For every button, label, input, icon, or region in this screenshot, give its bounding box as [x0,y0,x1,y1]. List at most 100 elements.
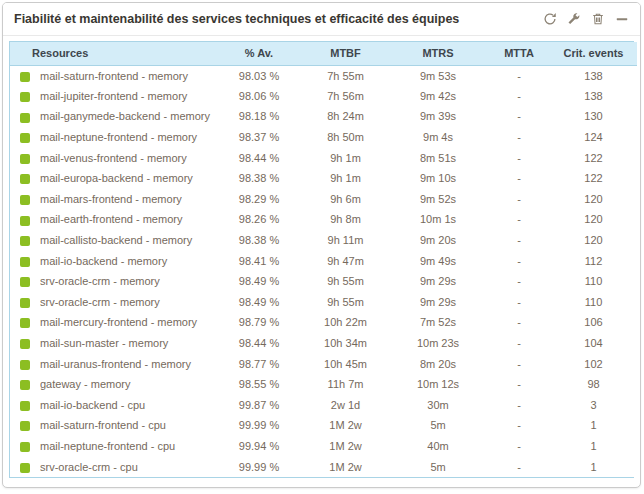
table-row[interactable]: mail-io-backend - memory 98.41 % 9h 47m … [10,250,637,271]
table-row[interactable]: mail-ganymede-backend - memory 98.18 % 8… [10,106,637,127]
column-header-crit-events[interactable]: Crit. events [550,42,637,65]
mtta-value: - [488,395,550,416]
status-cell [10,292,40,313]
table-row[interactable]: mail-mercury-frontend - memory 98.79 % 1… [10,312,637,333]
table-row[interactable]: mail-neptune-frontend - cpu 99.94 % 1M 2… [10,436,637,457]
mtta-value: - [488,230,550,251]
table-row[interactable]: srv-oracle-crm - cpu 99.99 % 1M 2w 5m - … [10,456,637,477]
table-row[interactable]: mail-sun-master - memory 98.44 % 10h 34m… [10,333,637,354]
resource-name[interactable]: mail-venus-frontend - memory [40,147,215,168]
table-row[interactable]: mail-neptune-frontend - memory 98.37 % 8… [10,127,637,148]
status-ok-icon [20,216,30,226]
mtrs-value: 40m [388,436,488,457]
crit-events-value: 3 [550,395,637,416]
status-ok-icon [20,298,30,308]
resource-name[interactable]: mail-saturn-frontend - memory [40,65,215,86]
table-body: mail-saturn-frontend - memory 98.03 % 7h… [10,65,637,477]
mtrs-value: 9m 29s [388,292,488,313]
crit-events-value: 1 [550,415,637,436]
mtbf-value: 7h 55m [303,65,388,86]
status-ok-icon [20,236,30,246]
wrench-icon[interactable] [567,12,581,26]
table-row[interactable]: mail-mars-frontend - memory 98.29 % 9h 6… [10,189,637,210]
crit-events-value: 120 [550,209,637,230]
trash-icon[interactable] [591,12,605,26]
widget-toolbar [543,12,629,26]
resource-name[interactable]: srv-oracle-crm - memory [40,292,215,313]
crit-events-value: 124 [550,127,637,148]
table-row[interactable]: srv-oracle-crm - memory 98.49 % 9h 55m 9… [10,292,637,313]
availability-value: 98.49 % [215,271,303,292]
mtta-value: - [488,333,550,354]
resource-name[interactable]: mail-ganymede-backend - memory [40,106,215,127]
mtbf-value: 9h 11m [303,230,388,251]
table-row[interactable]: mail-europa-backend - memory 98.38 % 9h … [10,168,637,189]
resource-name[interactable]: mail-io-backend - cpu [40,395,215,416]
table-row[interactable]: mail-saturn-frontend - memory 98.03 % 7h… [10,65,637,86]
availability-value: 98.29 % [215,189,303,210]
resource-name[interactable]: mail-io-backend - memory [40,250,215,271]
mtta-value: - [488,271,550,292]
table-row[interactable]: srv-oracle-crm - memory 98.49 % 9h 55m 9… [10,271,637,292]
column-header-resources[interactable]: Resources [10,42,215,65]
table-row[interactable]: gateway - memory 98.55 % 11h 7m 10m 12s … [10,374,637,395]
resource-name[interactable]: mail-callisto-backend - memory [40,230,215,251]
availability-value: 98.38 % [215,168,303,189]
status-ok-icon [20,318,30,328]
table-row[interactable]: mail-saturn-frontend - cpu 99.99 % 1M 2w… [10,415,637,436]
mtbf-value: 2w 1d [303,395,388,416]
mtbf-value: 9h 55m [303,271,388,292]
status-ok-icon [20,360,30,370]
availability-value: 99.87 % [215,395,303,416]
table-row[interactable]: mail-venus-frontend - memory 98.44 % 9h … [10,147,637,168]
mtta-value: - [488,292,550,313]
crit-events-value: 130 [550,106,637,127]
mtrs-value: 9m 42s [388,86,488,107]
column-header-mtbf[interactable]: MTBF [303,42,388,65]
resource-name[interactable]: mail-uranus-frontend - memory [40,353,215,374]
table-row[interactable]: mail-jupiter-frontend - memory 98.06 % 7… [10,86,637,107]
status-cell [10,333,40,354]
resource-name[interactable]: mail-mars-frontend - memory [40,189,215,210]
resource-name[interactable]: gateway - memory [40,374,215,395]
resource-name[interactable]: mail-sun-master - memory [40,333,215,354]
status-cell [10,65,40,86]
mtbf-value: 10h 34m [303,333,388,354]
availability-value: 98.41 % [215,250,303,271]
minimize-icon[interactable] [615,12,629,26]
mtbf-value: 9h 8m [303,209,388,230]
mtbf-value: 9h 55m [303,292,388,313]
resource-name[interactable]: mail-europa-backend - memory [40,168,215,189]
table-row[interactable]: mail-earth-frontend - memory 98.26 % 9h … [10,209,637,230]
mtrs-value: 9m 49s [388,250,488,271]
column-header-mtta[interactable]: MTTA [488,42,550,65]
crit-events-value: 102 [550,353,637,374]
resource-name[interactable]: mail-mercury-frontend - memory [40,312,215,333]
status-cell [10,271,40,292]
status-cell [10,86,40,107]
column-header-mtrs[interactable]: MTRS [388,42,488,65]
resource-name[interactable]: mail-earth-frontend - memory [40,209,215,230]
mtrs-value: 10m 23s [388,333,488,354]
resource-name[interactable]: mail-neptune-frontend - memory [40,127,215,148]
crit-events-value: 112 [550,250,637,271]
mtrs-value: 9m 4s [388,127,488,148]
resource-name[interactable]: mail-jupiter-frontend - memory [40,86,215,107]
resource-name[interactable]: mail-neptune-frontend - cpu [40,436,215,457]
resource-name[interactable]: srv-oracle-crm - memory [40,271,215,292]
table-row[interactable]: mail-callisto-backend - memory 98.38 % 9… [10,230,637,251]
refresh-icon[interactable] [543,12,557,26]
resource-name[interactable]: mail-saturn-frontend - cpu [40,415,215,436]
status-cell [10,230,40,251]
table-row[interactable]: mail-uranus-frontend - memory 98.77 % 10… [10,353,637,374]
mtrs-value: 30m [388,395,488,416]
mtta-value: - [488,415,550,436]
resource-name[interactable]: srv-oracle-crm - cpu [40,456,215,477]
mtrs-value: 8m 51s [388,147,488,168]
table-row[interactable]: mail-io-backend - cpu 99.87 % 2w 1d 30m … [10,395,637,416]
mtta-value: - [488,147,550,168]
mtbf-value: 11h 7m [303,374,388,395]
status-cell [10,436,40,457]
status-ok-icon [20,174,30,184]
column-header-availability[interactable]: % Av. [215,42,303,65]
